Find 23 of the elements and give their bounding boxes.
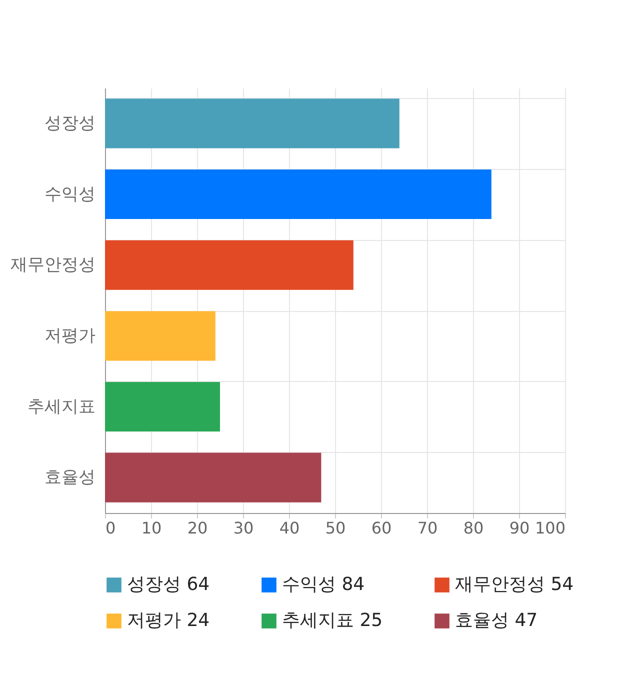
legend-label: 추세지표 25 (282, 610, 383, 631)
legend-label: 재무안정성 54 (455, 574, 574, 595)
x-tick-label: 20 (187, 518, 208, 538)
x-tick-label: 30 (233, 518, 254, 538)
x-tick-label: 80 (463, 518, 484, 538)
legend-label: 성장성 64 (127, 574, 210, 595)
y-tick-label: 재무안정성 (10, 255, 96, 276)
y-tick-label: 성장성 (44, 113, 96, 134)
x-tick-label: 60 (371, 518, 392, 538)
legend-label: 효율성 47 (455, 610, 538, 631)
y-tick-label: 추세지표 (28, 396, 96, 417)
x-tick-label: 70 (417, 518, 438, 538)
y-tick-label: 효율성 (44, 468, 96, 488)
x-tick-label: 90 (509, 518, 530, 538)
y-tick-label: 수익성 (44, 184, 96, 204)
x-tick-label: 0 (106, 518, 116, 538)
legend-label: 수익성 84 (282, 574, 365, 595)
x-tick-label: 100 (534, 518, 566, 538)
legend-label: 저평가 24 (127, 610, 210, 631)
y-tick-label: 저평가 (44, 326, 96, 346)
x-tick-label: 40 (279, 518, 300, 538)
x-tick-label: 10 (141, 518, 162, 538)
x-tick-label: 50 (325, 518, 346, 538)
